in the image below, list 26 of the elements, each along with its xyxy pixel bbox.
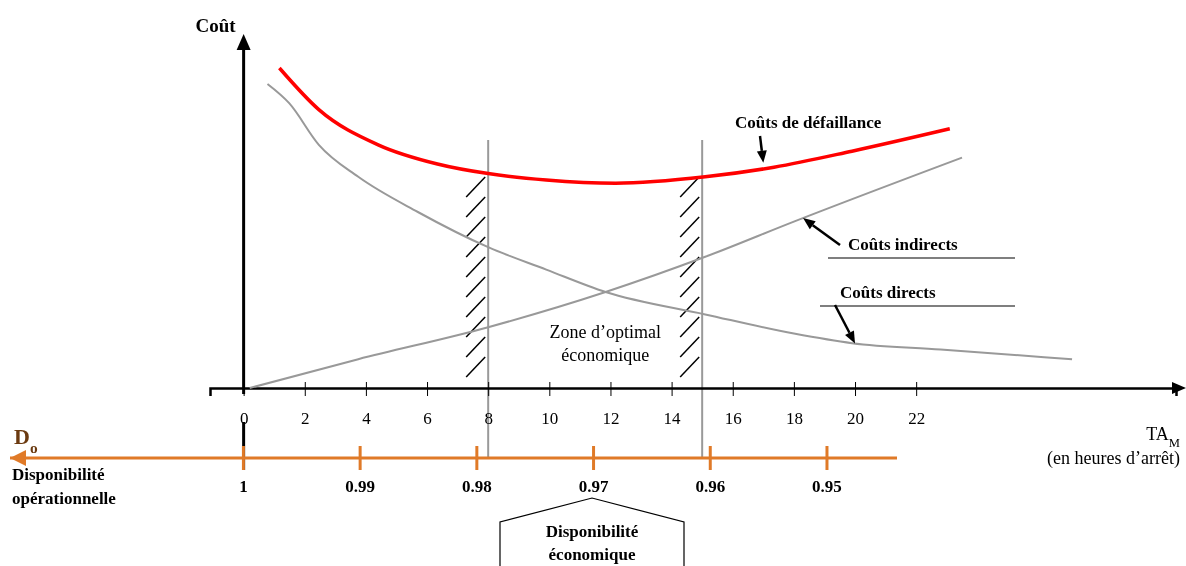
x-tick-label: 18 [785,409,803,429]
series-label: Coûts indirects [848,235,959,254]
x2-tick-label: 0.95 [812,477,842,496]
x2-tick-label: 0.96 [695,477,726,496]
x-tick-label: 8 [484,409,493,429]
x2-tick-label: 0.99 [345,477,376,496]
x-tick-label: 20 [847,409,865,429]
text: Disponibilité opérationnelle [12,465,117,508]
x-tick-label: 6 [423,409,432,429]
x-tick-label: 12 [602,409,620,429]
x2-axis-title: D$_{o}$ [14,424,38,456]
annotation: Zone d’optimal économique [549,322,661,365]
x-tick-label: 2 [301,409,310,429]
x-tick-label: 16 [724,409,742,429]
text: Coûts directs [840,283,936,302]
x-axis-title: TA$_{M}$ (en heures d’arrêt) [1047,424,1180,469]
y-axis-title: Coût [195,15,237,36]
x-tick-label: 22 [908,409,926,429]
x-tick-label: 10 [541,409,559,429]
x2-tick-label: 1 [239,477,248,496]
x2-tick-label: 0.97 [578,477,609,496]
text: Disponibilité économique [545,522,639,564]
x-tick-label: 4 [362,409,372,429]
x2-tick-label: 0.98 [461,477,492,496]
series-label: Coûts de défaillance [735,113,882,132]
x-tick-label: 14 [663,409,682,429]
